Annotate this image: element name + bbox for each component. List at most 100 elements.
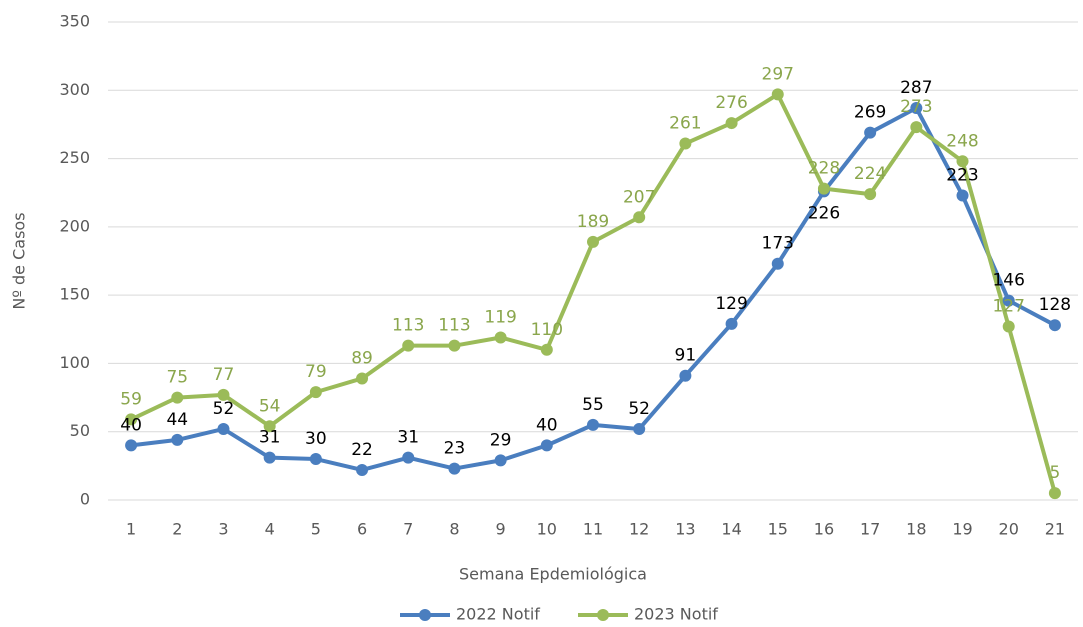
data-label: 173 [762,234,794,254]
legend-label: 2022 Notif [456,605,540,624]
data-label: 127 [992,297,1024,317]
data-label: 228 [808,159,840,179]
point [402,451,415,464]
data-label: 224 [854,164,886,184]
point [864,188,877,201]
data-label: 79 [305,362,327,382]
x-tick-label: 12 [629,520,649,539]
point [587,418,599,431]
x-tick-label: 17 [860,520,880,539]
point [956,155,969,168]
data-label: 129 [715,294,747,314]
data-label: 23 [444,439,466,459]
data-label: 297 [762,64,794,84]
point [494,454,507,467]
x-tick-label: 1 [126,520,136,539]
point [125,413,138,426]
data-label: 30 [305,429,327,449]
point [633,211,646,224]
y-tick-label: 0 [80,490,90,509]
x-tick-label: 18 [906,520,926,539]
point [587,235,599,248]
data-label: 89 [351,348,373,368]
point [309,386,322,399]
data-label: 31 [259,428,281,448]
data-label: 226 [808,203,840,223]
data-label: 77 [213,365,235,385]
point [910,102,923,115]
x-tick-label: 21 [1045,520,1065,539]
point [494,331,507,344]
y-tick-label: 300 [59,80,90,99]
point [448,462,461,475]
point [171,391,184,404]
data-label: 287 [900,78,932,98]
legend-label: 2023 Notif [634,605,718,624]
x-tick-label: 3 [218,520,228,539]
x-tick-label: 2 [172,520,182,539]
x-tick-label: 6 [357,520,367,539]
x-tick-label: 5 [311,520,321,539]
data-label: 273 [900,97,932,117]
x-tick-label: 13 [675,520,695,539]
data-label: 110 [531,320,563,340]
point [679,137,692,150]
x-tick-label: 15 [768,520,788,539]
point [356,372,369,385]
point [263,420,276,433]
y-tick-label: 150 [59,285,90,304]
point [448,339,461,352]
data-label: 128 [1039,295,1071,315]
data-label: 55 [582,395,604,415]
x-tick-label: 20 [999,520,1019,539]
data-label: 261 [669,114,701,134]
y-tick-label: 250 [59,148,90,167]
data-label: 276 [715,93,747,113]
point [540,439,553,452]
point [1002,294,1015,307]
data-label: 40 [536,415,558,435]
point [910,121,923,134]
point [402,339,415,352]
x-tick-label: 16 [814,520,834,539]
point [956,189,969,202]
point [633,422,646,435]
data-label: 54 [259,396,281,416]
data-label: 44 [166,410,188,430]
data-label: 5 [1049,463,1060,483]
data-label: 52 [628,399,650,419]
data-label: 113 [392,316,424,336]
data-label: 248 [946,131,978,151]
point [356,463,369,476]
point [771,257,784,270]
point [725,117,738,130]
data-label: 22 [351,440,373,460]
x-tick-label: 11 [583,520,603,539]
data-label: 113 [438,316,470,336]
point [217,388,230,401]
point [1002,320,1015,333]
y-axis-title: Nº de Casos [10,212,29,309]
data-label: 52 [213,399,235,419]
data-label: 59 [120,389,142,409]
data-label: 189 [577,212,609,232]
data-label: 269 [854,103,886,123]
x-tick-label: 8 [449,520,459,539]
y-tick-label: 50 [70,421,90,440]
data-label: 40 [120,415,142,435]
x-tick-label: 19 [952,520,972,539]
point [679,369,692,382]
data-label: 29 [490,430,512,450]
legend-marker [419,609,431,621]
point [864,126,877,139]
data-label: 75 [166,368,188,388]
data-label: 146 [992,271,1024,291]
data-label: 91 [675,346,697,366]
data-label: 119 [484,307,516,327]
x-axis-title: Semana Epdemiológica [459,565,647,584]
point [171,433,184,446]
y-tick-label: 100 [59,353,90,372]
data-label: 207 [623,187,655,207]
point [309,453,322,466]
